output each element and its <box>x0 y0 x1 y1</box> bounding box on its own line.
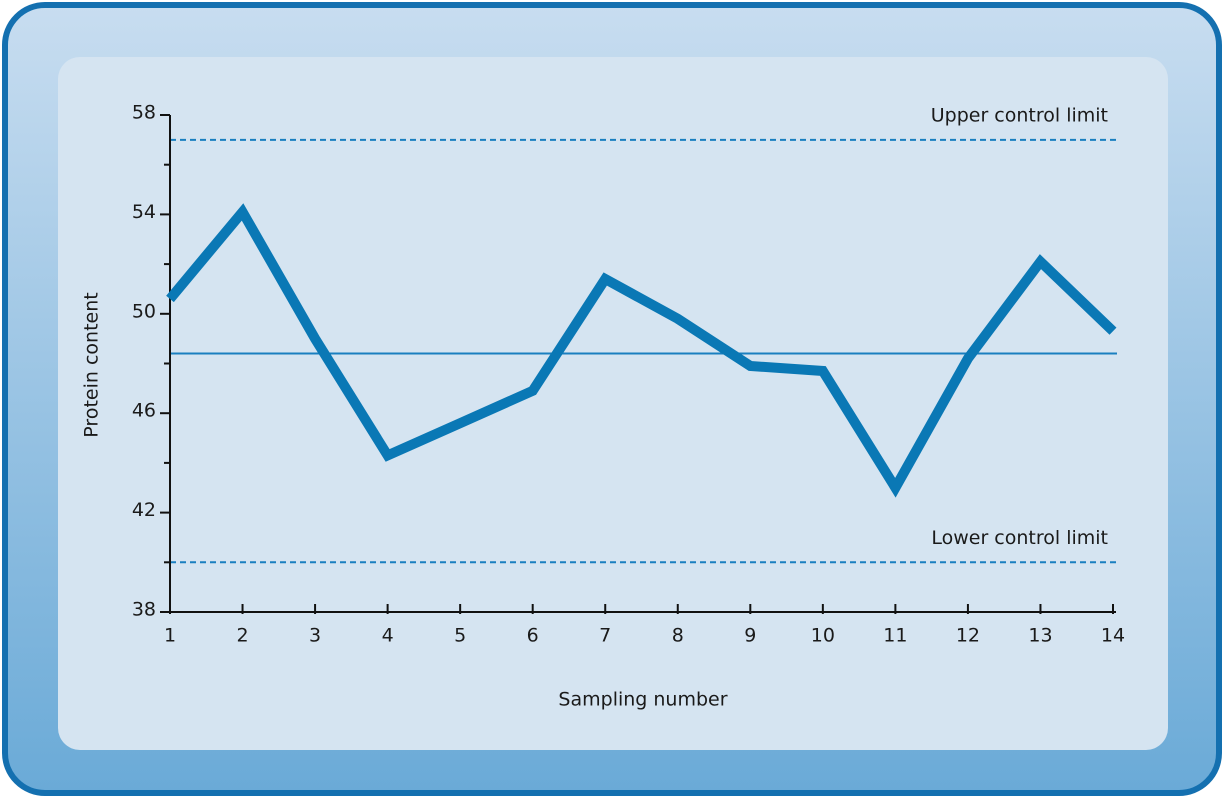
x-tick-label: 6 <box>527 625 539 647</box>
x-tick-label: 14 <box>1101 625 1125 647</box>
x-tick-label: 10 <box>811 625 835 647</box>
data-line <box>166 203 1117 498</box>
y-tick-label: 42 <box>132 499 156 521</box>
x-tick-label: 13 <box>1028 625 1052 647</box>
y-tick-label: 38 <box>132 599 156 621</box>
y-tick-label: 46 <box>132 400 156 422</box>
x-tick-label: 1 <box>164 625 176 647</box>
x-tick-label: 5 <box>454 625 466 647</box>
x-tick-label: 11 <box>883 625 907 647</box>
y-tick-label: 50 <box>132 300 156 322</box>
reference-label: Lower control limit <box>931 527 1108 549</box>
x-axis-label: Sampling number <box>558 689 727 711</box>
x-tick-label: 2 <box>236 625 248 647</box>
x-tick-label: 12 <box>956 625 980 647</box>
reference-label: Upper control limit <box>931 104 1108 126</box>
x-tick-label: 9 <box>744 625 756 647</box>
y-tick-label: 54 <box>132 201 156 223</box>
y-tick-label: 58 <box>132 102 156 124</box>
x-tick-label: 3 <box>309 625 321 647</box>
x-tick-label: 4 <box>382 625 394 647</box>
y-axis-label: Protein content <box>81 292 103 437</box>
panel <box>58 57 1168 750</box>
x-tick-label: 7 <box>599 625 611 647</box>
x-tick-label: 8 <box>672 625 684 647</box>
